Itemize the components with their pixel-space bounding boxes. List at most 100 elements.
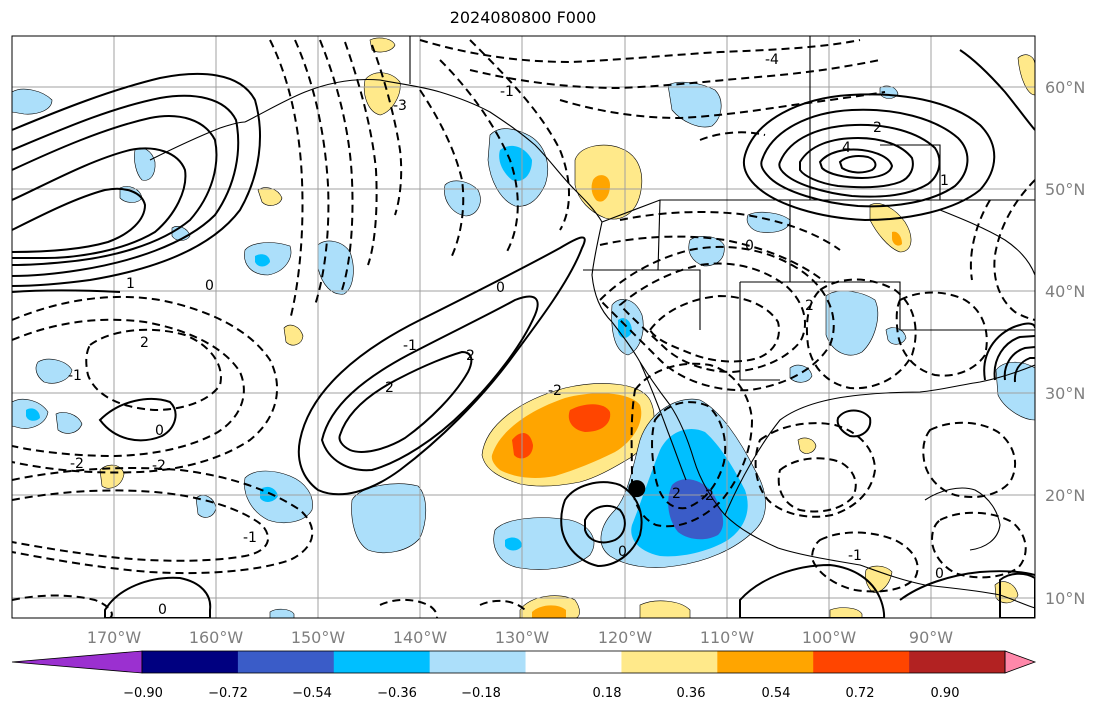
lon-label: 110°W [700,628,755,647]
map-title: 2024080800 F000 [449,8,597,27]
positive-anomaly-area [797,437,817,454]
contour-label: -2 [152,458,166,474]
lon-label: 120°W [598,628,653,647]
lat-label: 40°N [1045,282,1085,301]
colorbar-segment [333,651,430,673]
positive-anomaly-area [532,605,566,618]
coastlines [149,36,1035,609]
colorbar-tick-label: −0.90 [123,686,163,701]
storm-center-marker [628,480,646,498]
lon-label: 150°W [291,628,346,647]
contour-label: 2 [385,380,394,396]
negative-anomaly-area [26,408,40,421]
contour-label: 0 [618,544,627,560]
contour-label: 2 [140,335,149,351]
negative-anomaly-area [35,358,73,384]
contour-label: -3 [393,98,407,114]
lon-label: 160°W [189,628,244,647]
contour-label: 1 [126,276,135,292]
colorbar-segment [142,651,239,673]
positive-anomaly-area [639,600,691,618]
dashed-contours [12,39,1035,618]
lon-label: 90°W [909,628,953,647]
negative-anomaly-area [351,483,427,553]
solid-contours [12,49,1035,618]
colorbar-segment [717,651,814,673]
colorbar-segment [237,651,335,673]
colorbar-tick-label: −0.36 [377,686,417,701]
positive-anomaly-area [568,404,611,432]
colorbar-tick-label: 0.72 [846,686,875,701]
map-border [11,35,1036,619]
lon-label: 170°W [87,628,142,647]
contour-label: -1 [68,368,82,384]
lon-label: 140°W [393,628,448,647]
colorbar-segment [429,651,526,673]
lat-label: 30°N [1045,384,1085,403]
negative-anomaly-area [269,608,295,618]
colorbar-tick-label: 0.54 [762,686,791,701]
colorbar-extend-low [11,650,143,674]
contour-label: -4 [765,52,779,68]
contour-label: 1 [940,173,949,189]
colorbar-tick-label: −0.54 [292,686,332,701]
lat-label: 50°N [1045,180,1085,199]
contour-label: 0 [205,278,214,294]
contour-label: -2 [548,383,562,399]
contour-label: -1 [403,338,417,354]
lat-label: 20°N [1045,486,1085,505]
contour-labels: 0 -1 2 -2 1 2 -2 0 -1 -2 0 2 -1 0 -3 -4 … [68,52,949,618]
contour-label: 0 [745,238,754,254]
lat-label: 60°N [1045,78,1085,97]
negative-anomaly-area [493,517,595,570]
colorbar-segment [813,651,910,673]
contour-label: -1 [243,530,257,546]
colorbar-tick-label: −0.18 [461,686,501,701]
positive-anomaly-area [99,464,125,489]
colorbar-tick-label: −0.72 [208,686,248,701]
contour-label: 0 [158,602,167,618]
negative-anomaly-area [244,470,313,523]
latitude-labels: 60°N 50°N 40°N 30°N 20°N 10°N [1045,78,1085,608]
negative-anomaly-area [505,537,522,551]
contour-label: 2 [873,120,882,136]
lon-label: 130°W [495,628,550,647]
positive-anomaly-area [892,231,902,246]
negative-anomaly-area [134,147,156,181]
negative-anomaly-area [55,412,83,434]
colorbar-tick-label: 0.36 [677,686,706,701]
negative-anomaly-area [12,88,53,115]
positive-anomaly-area [369,37,396,53]
colorbar-outline [141,650,1006,674]
positive-anomaly-area [591,175,610,202]
colorbar-extend-high [1004,650,1037,674]
negative-anomaly-area [746,211,791,233]
colorbar-segment [621,651,718,673]
contour-label: 2 [672,486,681,502]
negative-anomaly-area [499,145,532,182]
lat-label: 10°N [1045,589,1085,608]
negative-anomaly-area [317,240,354,295]
negative-anomaly-area [688,236,725,267]
positive-anomaly-area [257,187,283,206]
colorbar-tick-label: 0.18 [593,686,622,701]
colorbar: −0.90 −0.72 −0.54 −0.36 −0.18 0.18 0.36 0.54 0.7… [11,650,1037,701]
colorbar-segment [909,651,1006,673]
contour-label: -2 [700,488,714,504]
map-layers: 0 -1 2 -2 1 2 -2 0 -1 -2 0 2 -1 0 -3 -4 … [12,36,1035,618]
contour-label: 4 [842,140,851,156]
colorbar-tick-label: 0.90 [931,686,960,701]
lon-label: 100°W [802,628,857,647]
negative-anomaly-area [260,486,278,502]
contour-label: -1 [848,548,862,564]
contour-label: -1 [500,84,514,100]
negative-anomaly-area [255,254,270,267]
contour-label: 2 [805,298,814,314]
contour-label: 2 [466,348,475,364]
contour-label: 0 [155,423,164,439]
contour-label: 0 [496,280,505,296]
colorbar-segment [525,651,622,673]
contour-label: -2 [70,456,84,472]
longitude-labels: 170°W 160°W 150°W 140°W 130°W 120°W 110°… [87,628,953,647]
